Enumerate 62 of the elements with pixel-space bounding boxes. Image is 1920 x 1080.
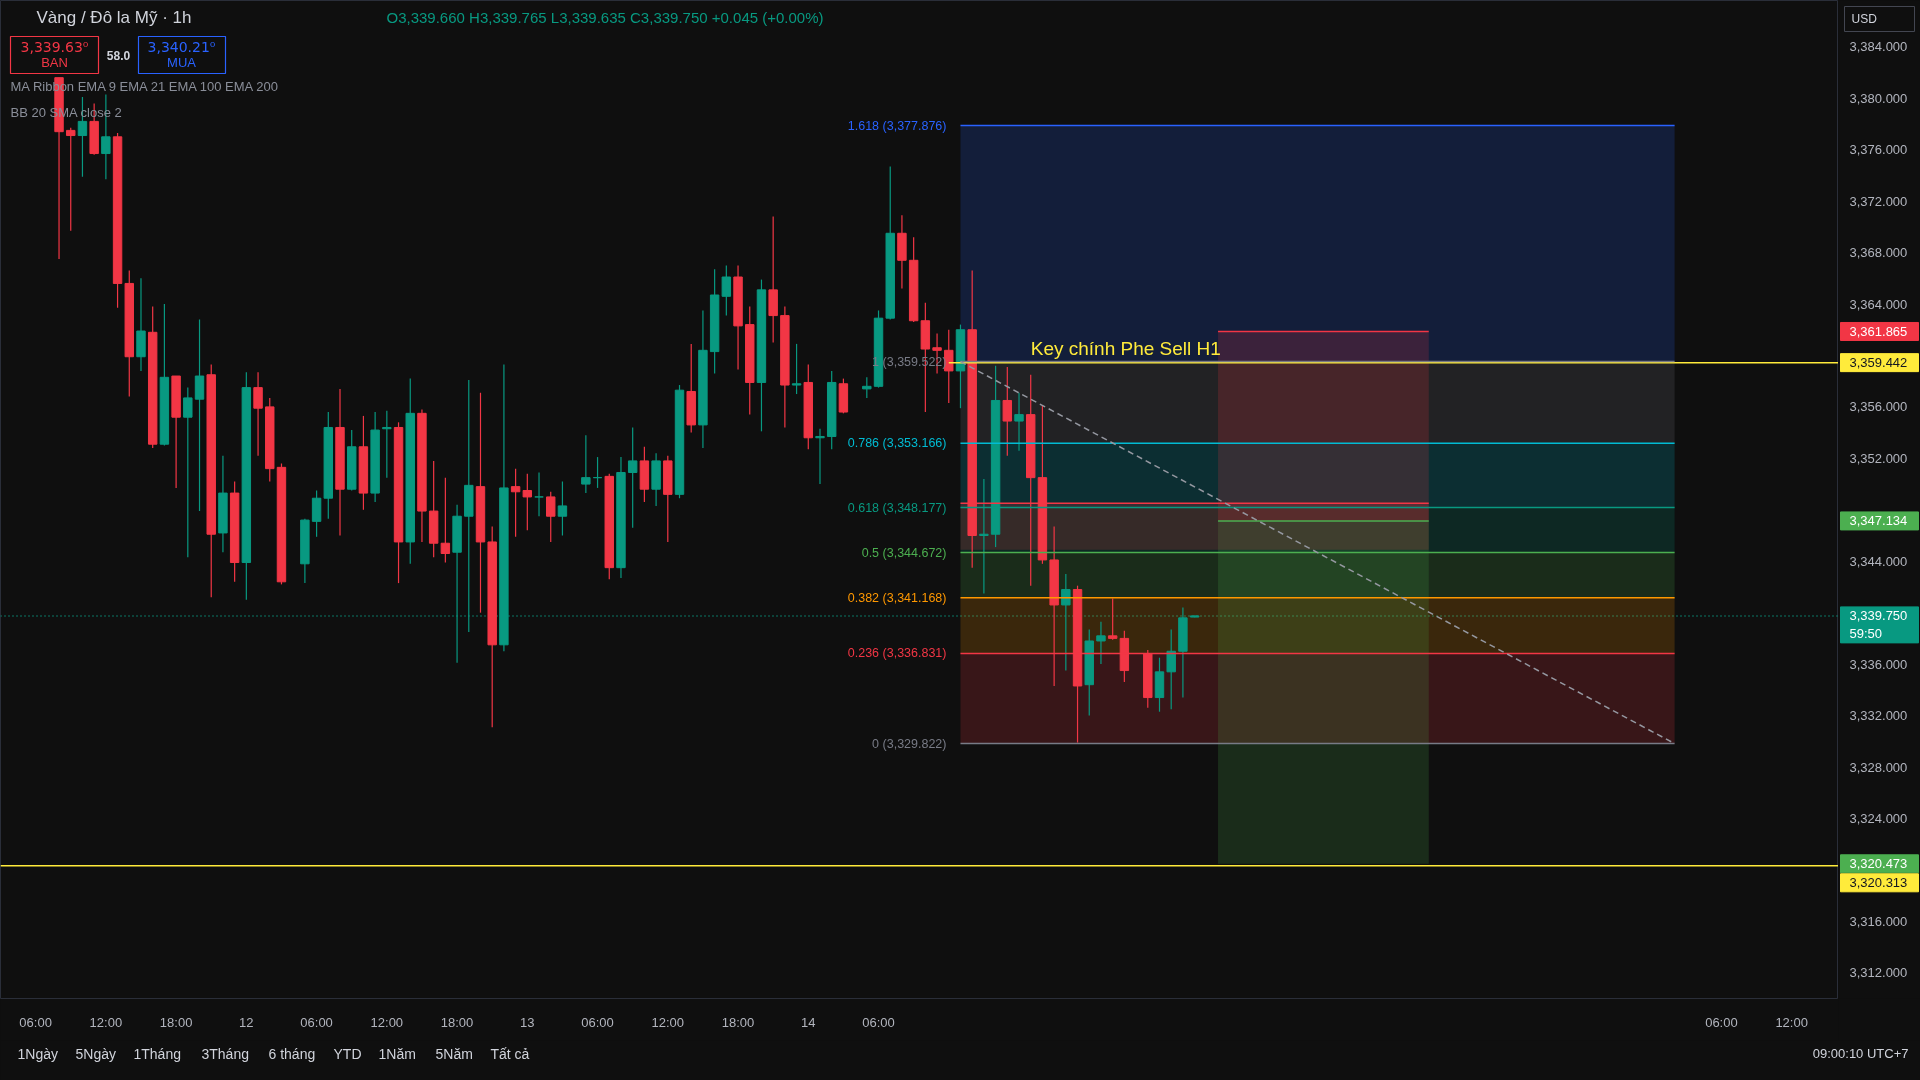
x-tick-label: 06:00 bbox=[581, 1014, 614, 1030]
text: 6 tháng bbox=[268, 1045, 316, 1062]
ref-line-label: 3,339.750 59:50 bbox=[1849, 608, 1908, 642]
annotation: 1.618 (3,377.876) bbox=[847, 118, 947, 133]
text: 3,361.865 bbox=[1849, 323, 1908, 339]
text: YTD bbox=[333, 1045, 362, 1062]
annotation: 3,340.21⁰ bbox=[147, 38, 216, 55]
ref-line-label: 3,320.313 bbox=[1849, 875, 1908, 891]
annotation: Key chính Phe Sell H1 bbox=[1030, 337, 1221, 359]
x-tick-label: 06:00 bbox=[19, 1014, 52, 1030]
x-tick-label: 12:00 bbox=[1775, 1014, 1808, 1030]
annotation: 3,320.473 bbox=[1849, 856, 1908, 872]
annotation: 0 (3,329.822) bbox=[872, 736, 947, 751]
y-tick-label: 3,368.000 bbox=[1849, 245, 1908, 261]
text: USD bbox=[1851, 11, 1878, 26]
text: 1Ngày bbox=[17, 1045, 58, 1062]
y-tick-label: 3,352.000 bbox=[1849, 450, 1908, 466]
x-tick-label: 06:00 bbox=[862, 1014, 895, 1030]
y-tick-label: 3,312.000 bbox=[1849, 965, 1908, 981]
text: 3Tháng bbox=[201, 1045, 249, 1062]
y-tick-label: 3,384.000 bbox=[1849, 39, 1908, 55]
annotation: MUA bbox=[167, 55, 197, 70]
annotation: 58.0 bbox=[106, 49, 131, 63]
y-tick-label: 3,336.000 bbox=[1849, 656, 1908, 672]
y-tick-label: 3,372.000 bbox=[1849, 193, 1908, 209]
y-tick-label: 3,324.000 bbox=[1849, 810, 1908, 826]
x-tick-label: 14 bbox=[801, 1014, 816, 1030]
x-tick-label: 12:00 bbox=[89, 1014, 123, 1030]
text: 3,347.134 bbox=[1849, 513, 1908, 529]
y-tick-label: 3,344.000 bbox=[1849, 553, 1908, 569]
text: O3,339.660 H3,339.765 L3,339.635 C3,339.750 +0.045 (+0.00%) bbox=[386, 9, 824, 26]
text: Tất cả bbox=[490, 1045, 530, 1062]
y-tick-label: 3,316.000 bbox=[1849, 913, 1908, 929]
x-tick-label: 18:00 bbox=[440, 1014, 474, 1030]
annotation: 3,339.63⁰ bbox=[20, 38, 89, 55]
annotation: 0.382 (3,341.168) bbox=[847, 590, 947, 605]
y-tick-label: 3,364.000 bbox=[1849, 296, 1908, 312]
text: 5Năm bbox=[435, 1045, 473, 1062]
chart-title: Vàng / Đô la Mỹ · 1h bbox=[36, 8, 192, 27]
x-tick-label: 12 bbox=[239, 1014, 254, 1030]
y-tick-label: 3,380.000 bbox=[1849, 90, 1908, 106]
x-tick-label: 18:00 bbox=[159, 1014, 193, 1030]
annotation: BAN bbox=[41, 55, 68, 70]
x-tick-label: 18:00 bbox=[721, 1014, 755, 1030]
y-tick-label: 3,332.000 bbox=[1849, 708, 1908, 724]
x-tick-label: 12:00 bbox=[651, 1014, 685, 1030]
y-tick-label: 3,328.000 bbox=[1849, 759, 1908, 775]
text: 5Ngày bbox=[75, 1045, 116, 1062]
series-label: 3,359.442 bbox=[1849, 355, 1908, 371]
x-tick-label: 06:00 bbox=[1705, 1014, 1738, 1030]
x-tick-label: 06:00 bbox=[300, 1014, 333, 1030]
y-tick-label: 3,376.000 bbox=[1849, 142, 1908, 158]
text: 1Tháng bbox=[133, 1045, 181, 1062]
text: 1Năm bbox=[378, 1045, 416, 1062]
annotation: 0.786 (3,353.166) bbox=[847, 436, 947, 451]
x-tick-label: 12:00 bbox=[370, 1014, 404, 1030]
y-tick-label: 3,356.000 bbox=[1849, 399, 1908, 415]
annotation: 0.236 (3,336.831) bbox=[847, 646, 947, 661]
annotation: 0.5 (3,344.672) bbox=[861, 545, 947, 560]
annotation: 0.618 (3,348.177) bbox=[847, 500, 947, 515]
text: 09:00:10 UTC+7 bbox=[1812, 1046, 1909, 1061]
x-tick-label: 13 bbox=[520, 1014, 535, 1030]
